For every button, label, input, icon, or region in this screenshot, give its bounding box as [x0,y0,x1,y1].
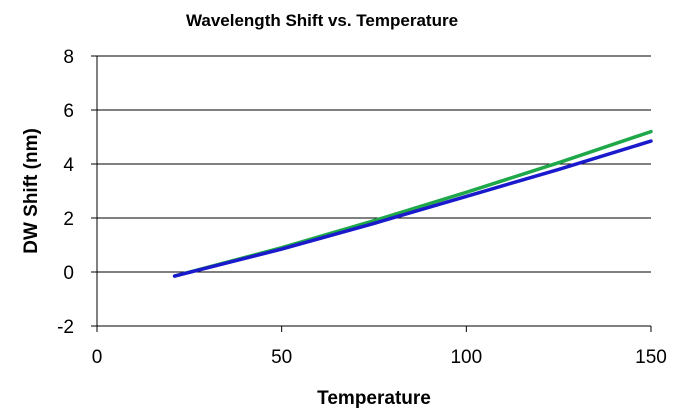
series-lines [172,129,653,278]
x-tick-label: 0 [92,347,103,368]
x-axis-label: Temperature [317,388,431,409]
y-tick-label: -2 [57,317,74,338]
gridlines [97,55,651,273]
y-tick-label: 0 [63,263,74,284]
x-axis-ticks: 0 50 100 150 [92,326,667,368]
x-tick-label: 100 [450,347,482,368]
axes [96,56,651,327]
x-tick-label: 150 [635,347,667,368]
x-tick-label: 50 [271,347,292,368]
y-axis-ticks: -2 0 2 4 6 8 [57,47,97,338]
chart-title: Wavelength Shift vs. Temperature [186,11,458,30]
y-axis-label: DW Shift (nm) [21,128,42,254]
y-tick-label: 4 [63,155,74,176]
y-tick-label: 8 [63,47,74,68]
y-tick-label: 6 [63,101,74,122]
series-line-2 [172,139,653,278]
y-tick-label: 2 [63,209,74,230]
